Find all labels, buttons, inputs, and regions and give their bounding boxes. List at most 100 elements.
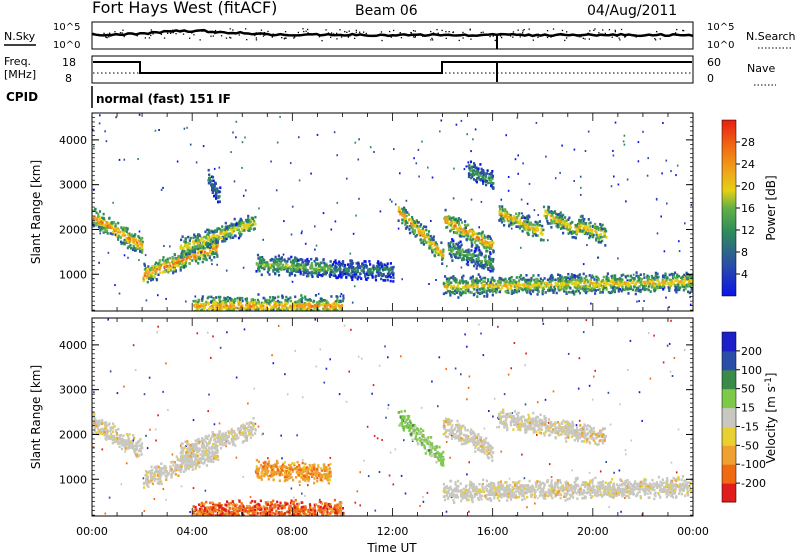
- velocity-noise-pixel: [671, 375, 674, 377]
- velocity-noise-pixel: [284, 373, 286, 376]
- velocity-echo-band: [254, 458, 332, 485]
- power-noise-pixel: [118, 292, 121, 295]
- velocity-noise-pixel: [480, 332, 482, 335]
- power-noise-pixel: [597, 256, 600, 259]
- noise-right-tick-high: 10^5: [707, 22, 734, 33]
- power-noise-pixel: [195, 161, 198, 164]
- power-noise-pixel: [163, 245, 165, 247]
- velocity-noise-pixel: [625, 453, 627, 456]
- velocity-noise-pixel: [207, 331, 209, 334]
- power-noise-pixel: [346, 177, 348, 180]
- power-noise-pixel: [289, 162, 292, 165]
- velocity-noise-pixel: [314, 318, 317, 321]
- velocity-noise-pixel: [582, 331, 585, 334]
- power-noise-pixel: [661, 172, 663, 175]
- velocity-noise-pixel: [511, 412, 513, 414]
- power-noise-pixel: [353, 285, 356, 288]
- velocity-ytick-label: 3000: [59, 384, 87, 397]
- power-noise-pixel: [233, 180, 236, 183]
- velocity-noise-pixel: [262, 432, 264, 435]
- velocity-noise-pixel: [101, 448, 104, 451]
- noise-left-tick-high: 10^5: [53, 22, 80, 33]
- velocity-noise-pixel: [213, 423, 216, 426]
- power-echo-band: [330, 259, 395, 283]
- velocity-colorbar-tick: -50: [741, 439, 759, 452]
- time-axis-label: Time UT: [366, 541, 417, 554]
- power-noise-pixel: [663, 250, 666, 253]
- power-noise-pixel: [339, 295, 342, 298]
- power-noise-pixel: [472, 138, 474, 141]
- power-noise-pixel: [413, 157, 415, 160]
- power-noise-pixel: [643, 300, 645, 302]
- velocity-noise-pixel: [378, 471, 381, 473]
- velocity-noise-pixel: [143, 510, 146, 512]
- power-noise-pixel: [144, 254, 147, 257]
- velocity-noise-pixel: [653, 334, 655, 337]
- power-noise-pixel: [270, 160, 272, 163]
- power-noise-pixel: [638, 300, 640, 303]
- power-noise-pixel: [112, 201, 114, 204]
- velocity-noise-pixel: [641, 419, 643, 422]
- power-noise-pixel: [521, 212, 523, 215]
- power-noise-pixel: [579, 175, 582, 178]
- power-ylabel: Slant Range [km]: [29, 160, 43, 264]
- velocity-noise-pixel: [387, 356, 389, 359]
- power-echo-band: [578, 214, 608, 247]
- power-noise-pixel: [632, 273, 635, 276]
- power-noise-pixel: [647, 157, 649, 160]
- velocity-noise-pixel: [315, 365, 318, 368]
- velocity-noise-pixel: [357, 355, 360, 358]
- freq-tick-low: 8: [65, 72, 72, 85]
- velocity-noise-pixel: [450, 434, 453, 437]
- velocity-noise-pixel: [301, 458, 304, 461]
- noise-left-tick-low: 10^0: [53, 40, 80, 51]
- power-noise-pixel: [336, 154, 338, 157]
- power-noise-pixel: [114, 284, 116, 287]
- time-tick-label: 20:00: [577, 525, 609, 538]
- velocity-noise-pixel: [392, 483, 395, 486]
- power-noise-pixel: [662, 122, 664, 124]
- power-noise-pixel: [453, 167, 455, 170]
- power-echo-band: [255, 253, 332, 278]
- power-noise-pixel: [397, 227, 400, 230]
- power-noise-pixel: [448, 283, 450, 286]
- velocity-colorbar-block: [722, 407, 736, 427]
- power-noise-pixel: [617, 183, 620, 186]
- power-noise-pixel: [333, 131, 336, 134]
- power-noise-pixel: [427, 166, 429, 169]
- power-noise-pixel: [357, 158, 360, 161]
- power-noise-pixel: [258, 207, 260, 210]
- velocity-noise-pixel: [510, 367, 512, 370]
- velocity-echo-band: [192, 498, 345, 516]
- power-noise-pixel: [626, 279, 628, 282]
- power-noise-pixel: [162, 186, 164, 189]
- nave-tick-low: 0: [707, 72, 714, 85]
- power-noise-pixel: [138, 230, 141, 233]
- velocity-noise-pixel: [466, 345, 468, 348]
- velocity-noise-pixel: [438, 356, 441, 359]
- power-noise-pixel: [301, 230, 303, 233]
- power-noise-pixel: [666, 202, 668, 205]
- power-echo-band: [207, 168, 222, 204]
- velocity-noise-pixel: [454, 367, 457, 370]
- power-noise-pixel: [330, 228, 333, 231]
- power-noise-pixel: [474, 128, 477, 131]
- power-noise-pixel: [587, 130, 590, 133]
- power-noise-pixel: [123, 158, 126, 161]
- power-echo-band: [179, 214, 257, 259]
- velocity-noise-pixel: [478, 323, 480, 326]
- velocity-noise-pixel: [271, 354, 273, 357]
- noise-panel: N.Sky 10^5 10^0 10^5 10^0 N.Search: [4, 21, 796, 51]
- velocity-noise-pixel: [171, 453, 174, 456]
- velocity-noise-pixel: [242, 475, 244, 478]
- velocity-noise-pixel: [286, 393, 289, 396]
- power-noise-pixel: [617, 257, 619, 260]
- power-noise-pixel: [118, 158, 121, 161]
- velocity-noise-pixel: [466, 473, 468, 476]
- date-label: 04/Aug/2011: [587, 3, 677, 19]
- velocity-noise-pixel: [577, 387, 580, 390]
- velocity-noise-pixel: [167, 409, 169, 412]
- velocity-noise-pixel: [547, 421, 550, 424]
- velocity-noise-pixel: [619, 403, 621, 406]
- velocity-noise-pixel: [149, 428, 151, 431]
